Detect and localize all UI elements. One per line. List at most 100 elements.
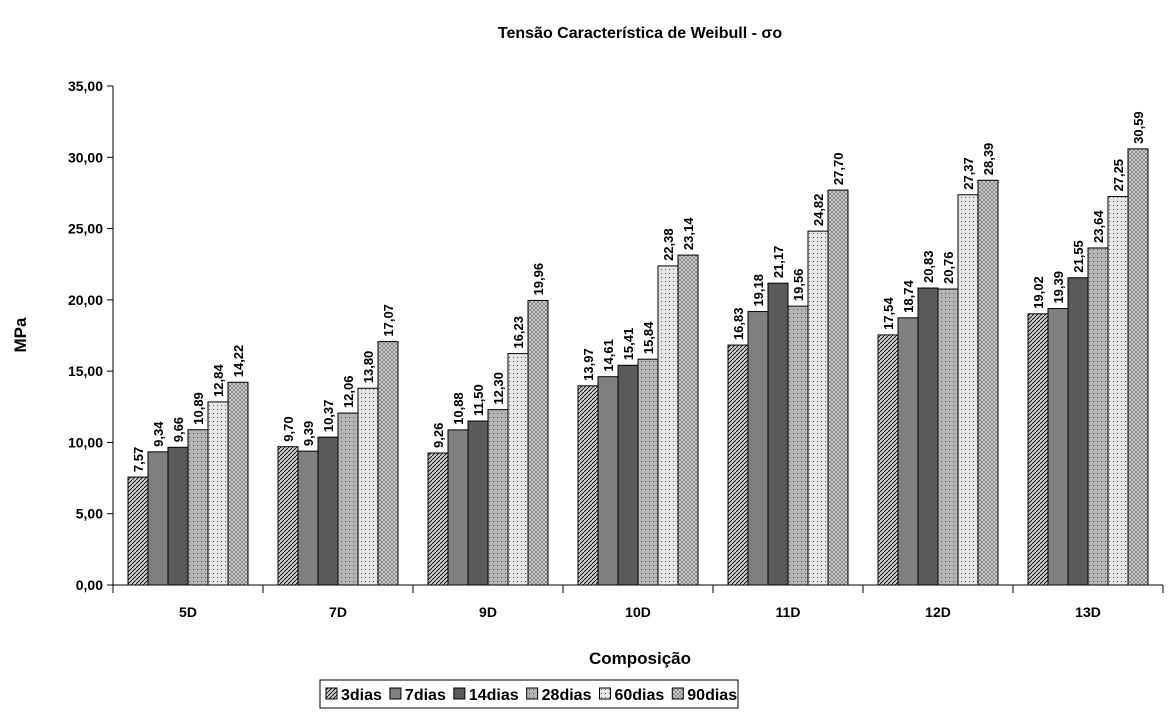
data-label: 7,57 xyxy=(131,447,146,472)
data-label: 10,89 xyxy=(191,392,206,425)
y-tick-label: 20,00 xyxy=(68,292,103,308)
legend-swatch xyxy=(526,687,539,700)
bar xyxy=(617,364,639,586)
data-label: 28,39 xyxy=(981,143,996,176)
bar xyxy=(337,412,359,586)
bar xyxy=(467,420,489,586)
legend-swatch xyxy=(598,687,611,700)
data-label: 16,83 xyxy=(731,308,746,341)
data-label: 19,02 xyxy=(1031,276,1046,309)
x-tick-label: 7D xyxy=(329,604,347,620)
data-label: 13,97 xyxy=(581,348,596,381)
data-label: 9,39 xyxy=(301,421,316,446)
bar xyxy=(127,476,149,586)
legend-label: 3dias xyxy=(341,687,382,704)
bar xyxy=(527,299,549,586)
legend-label: 90dias xyxy=(687,687,737,704)
bar xyxy=(637,358,659,586)
data-label: 19,18 xyxy=(751,274,766,307)
bar xyxy=(167,446,189,586)
legend-swatch xyxy=(325,687,338,700)
legend-swatch xyxy=(389,687,402,700)
bar xyxy=(277,446,299,586)
bar xyxy=(187,429,209,586)
data-label: 17,54 xyxy=(881,297,896,330)
data-label: 11,50 xyxy=(471,384,486,416)
bar xyxy=(1127,148,1149,586)
bar xyxy=(1027,313,1049,586)
data-label: 18,74 xyxy=(901,280,916,313)
bar xyxy=(1107,195,1129,586)
data-label: 9,34 xyxy=(151,421,166,447)
bar xyxy=(977,179,999,586)
data-label: 14,22 xyxy=(231,345,246,378)
bar xyxy=(747,311,769,586)
data-label: 15,84 xyxy=(641,321,656,354)
bar xyxy=(487,409,509,586)
data-label: 19,56 xyxy=(791,269,806,302)
x-tick-label: 11D xyxy=(776,604,801,620)
data-label: 16,23 xyxy=(511,316,526,349)
bar xyxy=(1067,277,1089,586)
bar xyxy=(677,254,699,586)
bar xyxy=(377,341,399,586)
x-tick-label: 10D xyxy=(625,604,651,620)
bar xyxy=(767,282,789,586)
data-label: 10,88 xyxy=(451,392,466,425)
bar xyxy=(657,265,679,586)
data-label: 17,07 xyxy=(381,304,396,337)
data-label: 20,83 xyxy=(921,250,936,283)
legend-label: 7dias xyxy=(405,687,446,704)
legend-swatch xyxy=(453,687,466,700)
legend-label: 14dias xyxy=(469,687,519,704)
legend-label: 28dias xyxy=(542,687,592,704)
data-label: 23,64 xyxy=(1091,210,1106,243)
data-label: 10,37 xyxy=(321,400,336,433)
x-tick-label: 12D xyxy=(925,604,951,620)
data-label: 27,25 xyxy=(1111,159,1126,192)
y-axis-label: MPa xyxy=(11,317,30,353)
data-label: 20,76 xyxy=(941,251,956,284)
data-label: 14,61 xyxy=(601,339,616,372)
bar xyxy=(297,450,319,586)
data-label: 12,30 xyxy=(491,372,506,405)
bar xyxy=(1087,247,1109,586)
y-tick-label: 15,00 xyxy=(68,363,103,379)
data-label: 9,66 xyxy=(171,417,186,442)
bar xyxy=(897,317,919,586)
data-label: 15,41 xyxy=(621,328,636,361)
y-tick-label: 0,00 xyxy=(76,577,103,593)
bar xyxy=(937,288,959,586)
bar xyxy=(597,376,619,586)
bar xyxy=(577,385,599,586)
data-label: 27,70 xyxy=(831,153,846,186)
data-label: 30,59 xyxy=(1131,111,1146,144)
bar xyxy=(727,344,749,586)
data-label: 24,82 xyxy=(811,194,826,227)
data-label: 22,38 xyxy=(661,228,676,261)
bar xyxy=(357,387,379,586)
x-tick-label: 13D xyxy=(1075,604,1101,620)
data-label: 12,06 xyxy=(341,376,356,409)
bar xyxy=(317,436,339,586)
bar xyxy=(147,451,169,586)
bar xyxy=(227,381,249,586)
data-label: 21,17 xyxy=(771,246,786,279)
data-label: 9,26 xyxy=(431,423,446,448)
bar xyxy=(1047,308,1069,586)
bar xyxy=(827,189,849,586)
bar xyxy=(957,194,979,586)
chart-title: Tensão Característica de Weibull - σo xyxy=(498,25,782,42)
bar xyxy=(427,452,449,586)
bar xyxy=(447,429,469,586)
data-label: 19,39 xyxy=(1051,271,1066,304)
y-tick-label: 10,00 xyxy=(68,434,103,450)
data-label: 23,14 xyxy=(681,217,696,250)
bar xyxy=(877,334,899,586)
bar xyxy=(917,287,939,586)
bar xyxy=(507,353,529,586)
data-label: 19,96 xyxy=(531,263,546,296)
data-label: 9,70 xyxy=(281,416,296,441)
bar xyxy=(807,230,829,586)
